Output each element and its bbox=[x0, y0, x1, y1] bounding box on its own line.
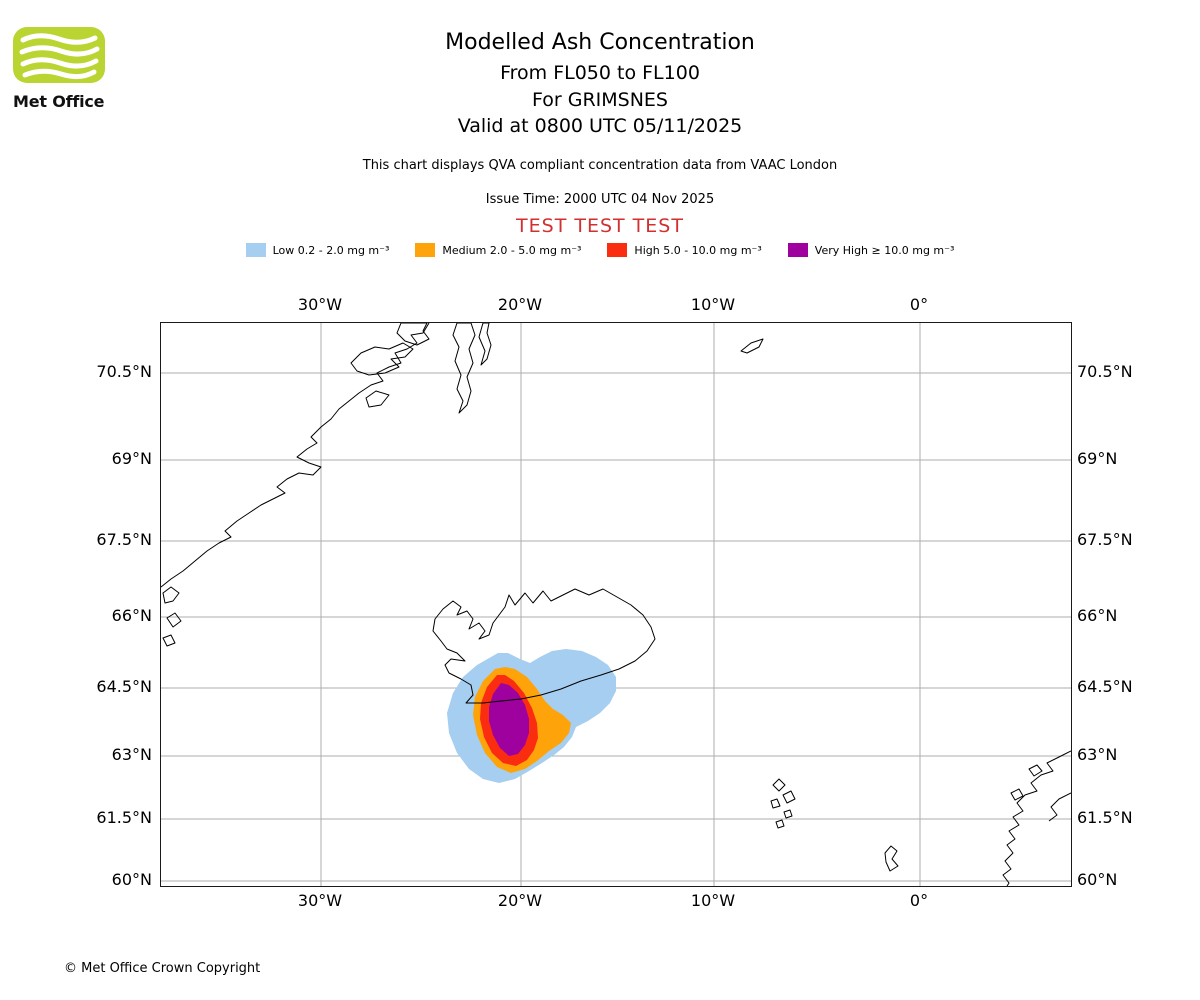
met-office-logo-icon bbox=[13, 27, 105, 83]
islets-left-edge bbox=[162, 586, 182, 647]
islands-norway-offshore bbox=[1010, 764, 1043, 801]
legend-swatch-high bbox=[607, 243, 628, 257]
legend-swatch-low bbox=[245, 243, 266, 257]
lon-label-top-30w: 30°W bbox=[297, 295, 343, 314]
lat-label-left-64-5: 64.5°N bbox=[96, 677, 152, 696]
legend-label-very-high: Very High ≥ 10.0 mg m⁻³ bbox=[814, 243, 955, 257]
lat-label-right-61-5: 61.5°N bbox=[1077, 808, 1133, 827]
lat-label-left-67-5: 67.5°N bbox=[96, 530, 152, 549]
subtitle-flight-levels: From FL050 to FL100 bbox=[500, 62, 700, 84]
coastline-norway bbox=[1002, 750, 1071, 886]
lon-label-top-10w: 10°W bbox=[690, 295, 736, 314]
legend-item-low: Low 0.2 - 2.0 mg m⁻³ bbox=[245, 243, 390, 257]
islands-faroe bbox=[770, 778, 796, 829]
qva-description: This chart displays QVA compliant concen… bbox=[362, 158, 838, 173]
legend-label-medium: Medium 2.0 - 5.0 mg m⁻³ bbox=[442, 243, 582, 257]
lat-label-right-70-5: 70.5°N bbox=[1077, 362, 1133, 381]
lon-label-bottom-20w: 20°W bbox=[497, 891, 543, 910]
legend-item-very-high: Very High ≥ 10.0 mg m⁻³ bbox=[787, 243, 955, 257]
island-greenland-top bbox=[396, 323, 430, 346]
issue-time: Issue Time: 2000 UTC 04 Nov 2025 bbox=[485, 192, 715, 207]
met-office-logo-text: Met Office bbox=[13, 92, 105, 111]
island-sliver-1 bbox=[452, 323, 476, 414]
legend-item-medium: Medium 2.0 - 5.0 mg m⁻³ bbox=[415, 243, 581, 257]
lat-label-right-66: 66°N bbox=[1077, 606, 1118, 625]
legend-label-high: High 5.0 - 10.0 mg m⁻³ bbox=[634, 243, 762, 257]
island-jan-mayen bbox=[740, 338, 764, 354]
legend-item-high: High 5.0 - 10.0 mg m⁻³ bbox=[607, 243, 762, 257]
test-banner: TEST TEST TEST bbox=[516, 215, 684, 237]
subtitle-site: For GRIMSNES bbox=[532, 89, 668, 111]
lat-label-left-61-5: 61.5°N bbox=[96, 808, 152, 827]
coastlines bbox=[161, 323, 1071, 886]
subtitle-valid-time: Valid at 0800 UTC 05/11/2025 bbox=[457, 115, 743, 137]
map-canvas bbox=[161, 323, 1071, 886]
legend-swatch-very-high bbox=[787, 243, 808, 257]
coastline-norway-fjord bbox=[1048, 792, 1071, 822]
lat-label-right-69: 69°N bbox=[1077, 449, 1118, 468]
coastline-greenland bbox=[161, 323, 430, 588]
page-title: Modelled Ash Concentration bbox=[445, 30, 755, 55]
lon-label-bottom-0: 0° bbox=[909, 891, 929, 910]
legend-label-low: Low 0.2 - 2.0 mg m⁻³ bbox=[272, 243, 390, 257]
graticule-grid bbox=[161, 323, 1071, 886]
lon-label-bottom-10w: 10°W bbox=[690, 891, 736, 910]
coastline-iceland bbox=[432, 588, 656, 704]
lon-label-top-20w: 20°W bbox=[497, 295, 543, 314]
concentration-legend: Low 0.2 - 2.0 mg m⁻³ Medium 2.0 - 5.0 mg… bbox=[0, 243, 1200, 257]
met-office-logo: Met Office bbox=[13, 27, 123, 111]
island-sliver-2 bbox=[478, 323, 492, 366]
lat-label-left-60: 60°N bbox=[111, 870, 152, 889]
lat-label-right-64-5: 64.5°N bbox=[1077, 677, 1133, 696]
lon-label-bottom-30w: 30°W bbox=[297, 891, 343, 910]
lat-label-right-60: 60°N bbox=[1077, 870, 1118, 889]
island-greenland-offshore-a bbox=[350, 342, 414, 376]
copyright-text: © Met Office Crown Copyright bbox=[64, 961, 261, 976]
lat-label-left-63: 63°N bbox=[111, 745, 152, 764]
lat-label-right-67-5: 67.5°N bbox=[1077, 530, 1133, 549]
map-frame bbox=[160, 322, 1072, 887]
island-small-north bbox=[365, 390, 390, 408]
lon-label-top-0: 0° bbox=[909, 295, 929, 314]
lat-label-left-69: 69°N bbox=[111, 449, 152, 468]
lat-label-right-63: 63°N bbox=[1077, 745, 1118, 764]
lat-label-left-66: 66°N bbox=[111, 606, 152, 625]
lat-label-left-70-5: 70.5°N bbox=[96, 362, 152, 381]
islands-shetland bbox=[884, 845, 899, 872]
legend-swatch-medium bbox=[415, 243, 436, 257]
